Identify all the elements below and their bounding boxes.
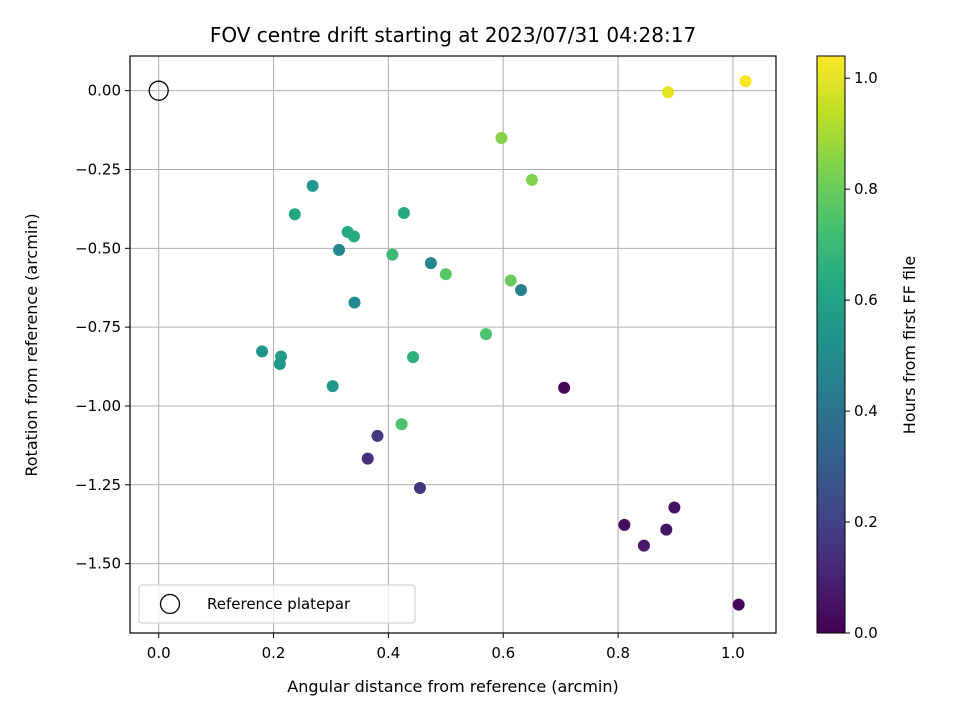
data-point: [637, 539, 650, 552]
colorbar-tick-label: 1.0: [854, 69, 878, 87]
data-point: [333, 243, 346, 256]
data-point: [424, 257, 437, 270]
data-point: [361, 452, 374, 465]
colorbar-gradient: [816, 55, 846, 634]
y-tick-label: −0.25: [75, 161, 121, 179]
x-tick-label: 0.6: [491, 644, 515, 662]
data-point: [413, 481, 426, 494]
y-tick-label: −1.25: [75, 476, 121, 494]
colorbar-ticks: 0.0 0.2 0.4 0.6 0.8 1.0: [845, 69, 878, 642]
y-tick-label: −1.50: [75, 555, 121, 573]
data-point: [256, 345, 269, 358]
x-tick-label: 1.0: [721, 644, 745, 662]
chart-title: FOV centre drift starting at 2023/07/31 …: [210, 23, 696, 47]
data-point: [480, 328, 493, 341]
legend-reference-marker: [159, 593, 181, 615]
data-point: [504, 274, 517, 287]
data-point: [662, 86, 675, 99]
colorbar-tick-label: 0.4: [854, 402, 878, 420]
data-point: [407, 351, 420, 364]
x-tick-label: 0.4: [376, 644, 400, 662]
data-point: [618, 518, 631, 531]
plot-area: 0.0 0.2 0.4 0.6 0.8 1.0 0.00 −0.25 −0.50 −0.75 −1…: [75, 55, 777, 662]
data-point: [515, 283, 528, 296]
data-point: [668, 501, 681, 514]
data-point: [395, 418, 408, 431]
y-tick-label: 0.00: [88, 82, 121, 100]
data-point: [439, 268, 452, 281]
data-point: [386, 248, 399, 261]
plot-background: [130, 56, 776, 633]
x-tick-label: 0.8: [606, 644, 630, 662]
colorbar-tick-label: 0.2: [854, 513, 878, 531]
reference-marker: [148, 80, 169, 101]
legend-label: Reference platepar: [207, 595, 351, 613]
data-points: [256, 75, 752, 611]
colorbar-tick-label: 0.6: [854, 291, 878, 309]
y-tick-label: −1.00: [75, 397, 121, 415]
data-point: [397, 207, 410, 220]
data-point: [347, 230, 360, 243]
grid: [130, 56, 776, 633]
data-point: [306, 179, 319, 192]
x-tick-label: 0.0: [147, 644, 171, 662]
data-point: [739, 75, 752, 88]
data-point: [348, 296, 361, 309]
data-point: [732, 598, 745, 611]
y-tick-label: −0.50: [75, 239, 121, 257]
plot-frame: [129, 55, 777, 634]
data-point: [326, 380, 339, 393]
legend: Reference platepar: [138, 584, 416, 624]
data-point: [371, 429, 384, 442]
colorbar-label: Hours from first FF file: [900, 256, 919, 435]
reference-point: [148, 80, 169, 101]
y-axis-ticks: 0.00 −0.25 −0.50 −0.75 −1.00 −1.25 −1.50: [75, 82, 130, 573]
data-point: [273, 358, 286, 371]
colorbar-tick-label: 0.0: [854, 624, 878, 642]
x-axis-ticks: 0.0 0.2 0.4 0.6 0.8 1.0: [147, 633, 745, 662]
data-point: [495, 131, 508, 144]
data-point: [558, 381, 571, 394]
data-point: [525, 173, 538, 186]
x-axis-label: Angular distance from reference (arcmin): [287, 677, 618, 696]
x-tick-label: 0.2: [262, 644, 286, 662]
colorbar-tick-label: 0.8: [854, 180, 878, 198]
data-point: [288, 208, 301, 221]
y-axis-label: Rotation from reference (arcmin): [22, 213, 41, 476]
y-tick-label: −0.75: [75, 318, 121, 336]
data-point: [660, 523, 673, 536]
legend-box: [138, 584, 416, 624]
colorbar: 0.0 0.2 0.4 0.6 0.8 1.0 Hours from first FF f…: [816, 55, 919, 642]
